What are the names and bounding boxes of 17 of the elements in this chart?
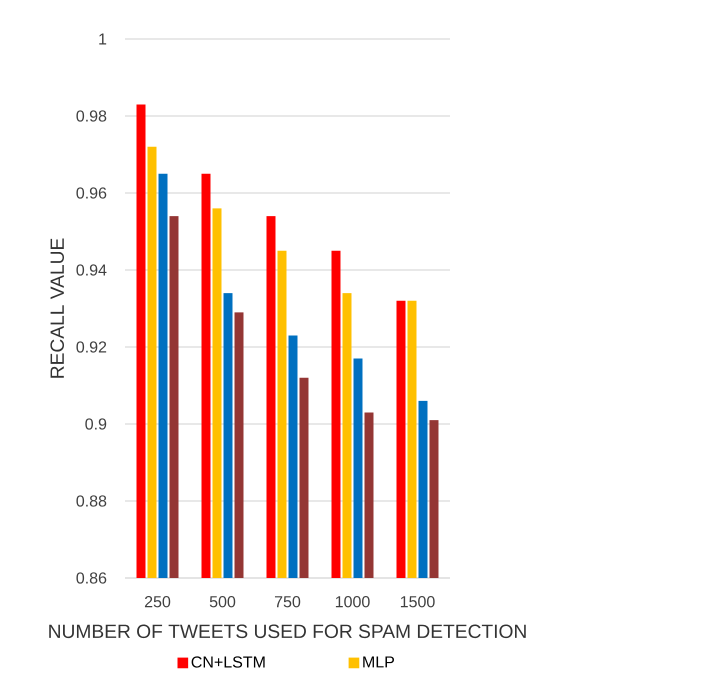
y-axis-title: RECALL VALUE <box>50 238 64 378</box>
y-tick-label: 0.96 <box>76 187 106 199</box>
x-tick-label: 250 <box>144 596 170 608</box>
y-tick-label: 1 <box>99 33 106 44</box>
y-tick-label: 0.92 <box>76 341 106 353</box>
y-tick-label: 0.98 <box>76 110 106 122</box>
x-axis-title: NUMBER OF TWEETS USED FOR SPAM DETECTION <box>49 624 526 638</box>
y-tick-label: 0.88 <box>76 495 106 507</box>
x-tick-label: 500 <box>210 596 236 608</box>
x-tick-label: 1000 <box>336 596 370 608</box>
y-tick-label: 0.86 <box>76 572 106 584</box>
x-tick-label: 750 <box>274 596 300 608</box>
legend-label: CN+LSTM <box>192 656 265 668</box>
legend-label: MLP <box>363 656 394 668</box>
x-tick-label: 1500 <box>400 596 435 608</box>
y-tick-label: 0.9 <box>85 418 106 430</box>
y-tick-label: 0.94 <box>76 264 106 276</box>
